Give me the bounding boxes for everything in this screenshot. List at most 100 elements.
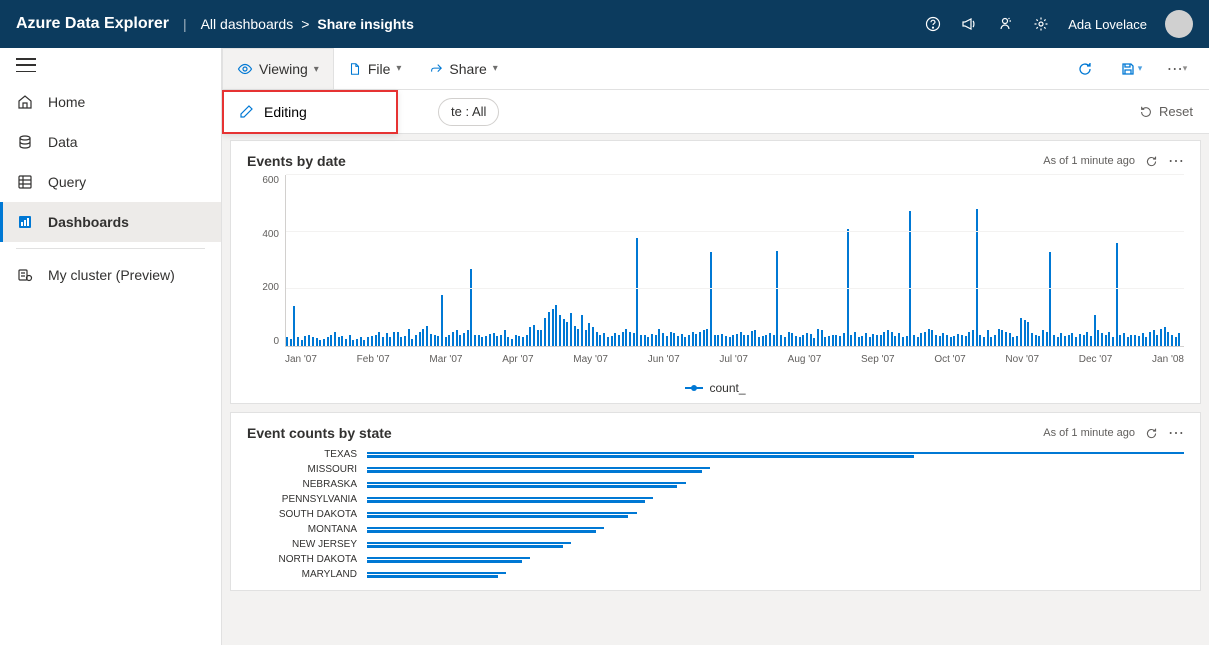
- hbar-label: SOUTH DAKOTA: [247, 509, 367, 520]
- chart-bar: [614, 333, 616, 346]
- chart-bar: [493, 333, 495, 346]
- sidebar-item-home[interactable]: Home: [0, 82, 221, 122]
- chart-bar: [349, 335, 351, 346]
- chart-bar: [629, 332, 631, 346]
- editing-dropdown-item[interactable]: Editing: [222, 90, 398, 134]
- chart-bar: [1171, 335, 1173, 346]
- chart-bar: [1130, 335, 1132, 346]
- legend-marker: [685, 387, 703, 389]
- chart-bar: [1071, 333, 1073, 346]
- chart-bar: [470, 269, 472, 346]
- reset-button[interactable]: Reset: [1139, 104, 1193, 119]
- chart-bar: [721, 334, 723, 346]
- x-tick: Oct '07: [934, 354, 965, 365]
- chart-bars: [286, 175, 1184, 346]
- eye-icon: [237, 61, 253, 77]
- chart-bar: [835, 335, 837, 346]
- chart-bar: [769, 333, 771, 346]
- chart-bar: [773, 335, 775, 346]
- brand-title: Azure Data Explorer: [16, 15, 169, 33]
- chart-bar: [533, 325, 535, 346]
- reset-icon: [1139, 105, 1153, 119]
- chart-bar: [931, 330, 933, 346]
- panel-more-icon[interactable]: ⋯: [1168, 423, 1184, 443]
- hbar-track: [367, 496, 1184, 504]
- chart-bar: [474, 335, 476, 346]
- x-tick: Aug '07: [788, 354, 822, 365]
- settings-icon[interactable]: [1032, 15, 1050, 33]
- more-button[interactable]: ⋯ ▾: [1161, 53, 1193, 85]
- chart-bar: [869, 337, 871, 346]
- state-filter-pill[interactable]: te : All: [438, 98, 499, 126]
- chart-bar: [758, 337, 760, 346]
- file-button[interactable]: File ▾: [334, 48, 416, 89]
- hbar-track: [367, 466, 1184, 474]
- chart-bar: [1064, 336, 1066, 346]
- hbar-track: [367, 541, 1184, 549]
- chart-bar: [540, 330, 542, 346]
- sidebar-item-dashboards[interactable]: Dashboards: [0, 202, 221, 242]
- chart-bar: [345, 339, 347, 346]
- chart-bar: [1119, 335, 1121, 346]
- toolbar-left: Viewing ▾ Editing File ▾ Share ▾: [222, 48, 512, 89]
- sidebar-item-label: Query: [48, 174, 86, 190]
- save-button[interactable]: ▾: [1115, 53, 1147, 85]
- hbar-track: [367, 481, 1184, 489]
- hamburger-icon[interactable]: [16, 58, 36, 72]
- hbar: [367, 560, 522, 563]
- chart-bar: [935, 335, 937, 346]
- chevron-down-icon: ▾: [1183, 63, 1188, 74]
- panel-meta: As of 1 minute ago ⋯: [1043, 151, 1184, 171]
- chart-bar: [393, 332, 395, 346]
- panel-title: Events by date: [247, 153, 346, 169]
- sidebar-item-cluster[interactable]: My cluster (Preview): [0, 255, 221, 295]
- chart-bar: [765, 335, 767, 346]
- refresh-button[interactable]: [1069, 53, 1101, 85]
- chart-bar: [378, 332, 380, 346]
- chart-bar: [622, 332, 624, 346]
- chart-bar: [706, 329, 708, 346]
- chart-bar: [865, 333, 867, 346]
- chart-bar: [924, 332, 926, 346]
- chart-bar: [1049, 252, 1051, 346]
- share-button[interactable]: Share ▾: [415, 48, 511, 89]
- nav-divider: [16, 248, 205, 249]
- sidebar-item-query[interactable]: Query: [0, 162, 221, 202]
- help-icon[interactable]: [924, 15, 942, 33]
- chart-bar: [729, 337, 731, 346]
- breadcrumb-root[interactable]: All dashboards: [201, 16, 294, 32]
- avatar[interactable]: [1165, 10, 1193, 38]
- chart-bar: [496, 336, 498, 346]
- chart-bar: [422, 329, 424, 346]
- panel-refresh-icon[interactable]: [1145, 427, 1158, 440]
- chart-bar: [441, 295, 443, 346]
- reset-label: Reset: [1159, 104, 1193, 119]
- feedback-icon[interactable]: [996, 15, 1014, 33]
- panel-more-icon[interactable]: ⋯: [1168, 151, 1184, 171]
- announce-icon[interactable]: [960, 15, 978, 33]
- chart-bar: [397, 332, 399, 346]
- chart-bar: [1123, 333, 1125, 346]
- hbar: [367, 575, 498, 578]
- hbar-track: [367, 451, 1184, 459]
- panel-as-of: As of 1 minute ago: [1043, 427, 1135, 439]
- panel-refresh-icon[interactable]: [1145, 155, 1158, 168]
- chart-bar: [363, 340, 365, 346]
- hbar: [367, 455, 914, 458]
- viewing-button[interactable]: Viewing ▾: [222, 48, 334, 89]
- chart-bar: [1086, 332, 1088, 346]
- chart-bar: [467, 330, 469, 346]
- sidebar-item-data[interactable]: Data: [0, 122, 221, 162]
- chart-bar: [655, 335, 657, 346]
- chart-bar: [813, 338, 815, 346]
- chevron-down-icon: ▾: [314, 64, 319, 75]
- chart-bar: [1027, 322, 1029, 346]
- chart-events-by-date: 6004002000 Jan '07Feb '07Mar '07Apr '07M…: [247, 175, 1184, 395]
- chart-y-axis: 6004002000: [247, 175, 283, 347]
- user-name[interactable]: Ada Lovelace: [1068, 17, 1147, 32]
- chart-bar: [526, 335, 528, 346]
- breadcrumb-current: Share insights: [317, 16, 413, 32]
- chart-bar: [953, 336, 955, 346]
- hbar: [367, 497, 653, 500]
- chart-bar: [1057, 337, 1059, 346]
